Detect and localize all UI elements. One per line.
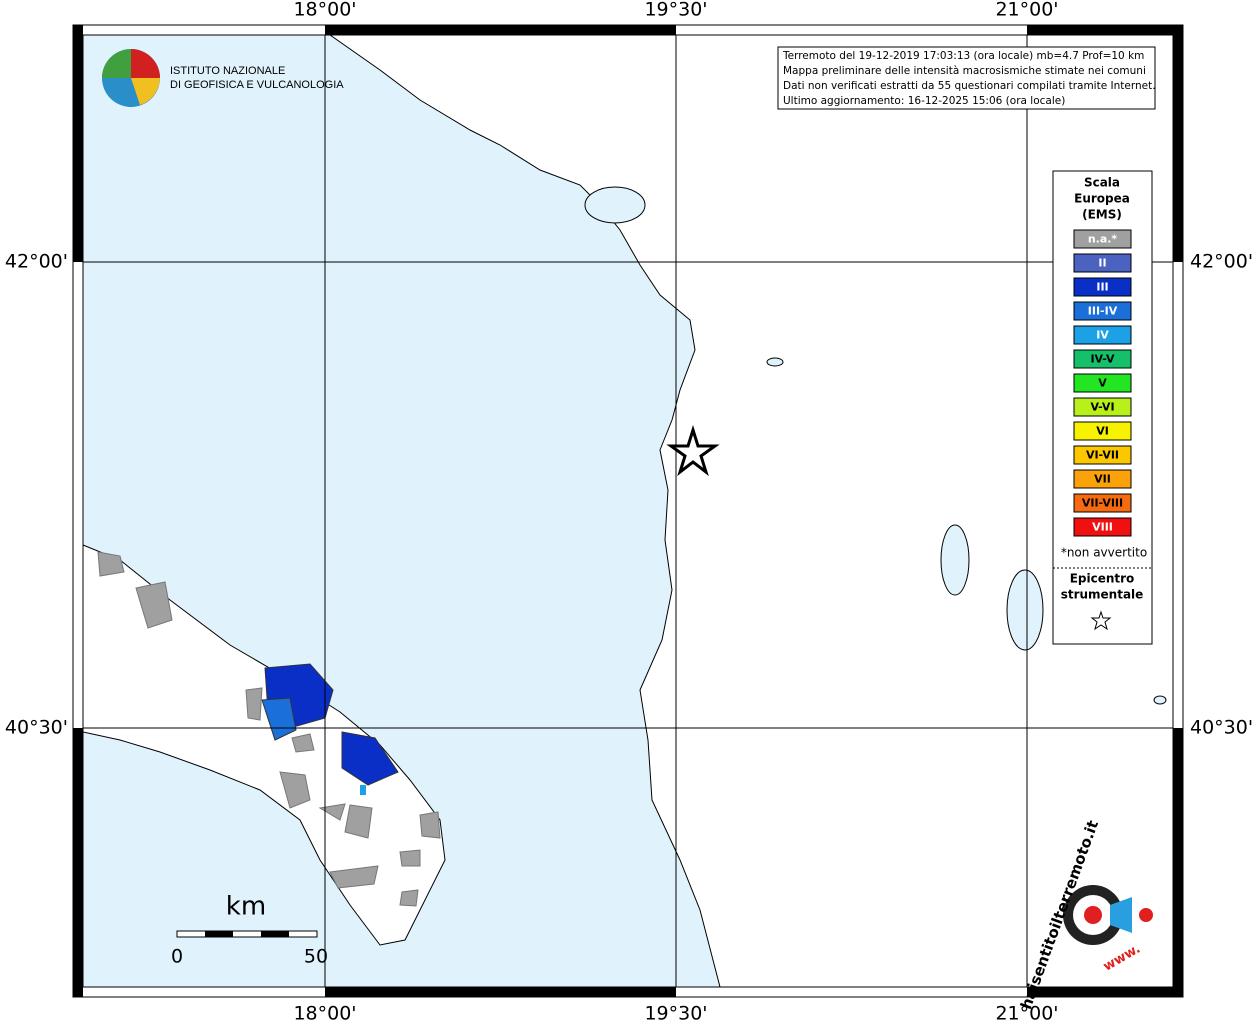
legend-label: II <box>1098 257 1106 270</box>
frame-segment <box>325 25 676 35</box>
frame-segment <box>73 35 83 262</box>
legend-label: III-IV <box>1088 305 1118 318</box>
legend-label: n.a.* <box>1088 233 1118 246</box>
legend-swatch <box>1073 349 1132 369</box>
legend: Scala Europea (EMS) *non avvertito Epice… <box>1052 170 1153 645</box>
scale-tick-label: 0 <box>171 946 183 968</box>
frame-corner <box>73 987 83 997</box>
legend-label: IV-V <box>1090 353 1115 366</box>
municipality <box>261 697 297 741</box>
scale-unit: km <box>226 892 266 922</box>
latitude-label: 42°00' <box>1190 251 1253 273</box>
legend-swatch <box>1073 421 1132 441</box>
scale-tick-label: 50 <box>304 946 328 968</box>
legend-title: (EMS) <box>1082 208 1122 222</box>
info-line: Mappa preliminare delle intensità macros… <box>783 65 1146 77</box>
municipality <box>360 785 366 795</box>
latitude-label: 42°00' <box>5 251 68 273</box>
frame-segment <box>1173 728 1183 987</box>
municipalities <box>97 551 441 907</box>
legend-swatch <box>1073 373 1132 393</box>
legend-label: VI <box>1096 425 1109 438</box>
info-box: Terremoto del 19-12-2019 17:03:13 (ora l… <box>777 46 1156 110</box>
info-line: Terremoto del 19-12-2019 17:03:13 (ora l… <box>782 50 1144 62</box>
scale-frame <box>176 930 318 938</box>
legend-epicenter: strumentale <box>1061 588 1144 602</box>
legend-label: VI-VII <box>1086 449 1119 462</box>
info-box-frame <box>777 46 1156 110</box>
legend-swatch <box>1073 493 1132 513</box>
legend-label: VIII <box>1092 521 1113 534</box>
legend-label: IV <box>1096 329 1109 342</box>
legend-swatch <box>1073 517 1132 537</box>
italy-heel <box>82 544 446 946</box>
municipality <box>341 731 399 786</box>
legend-swatch <box>1073 445 1132 465</box>
frame-segment <box>1027 25 1173 35</box>
latitude-label: 40°30' <box>1190 717 1253 739</box>
info-line: Dati non verificati estratti da 55 quest… <box>783 80 1156 92</box>
legend-swatch <box>1073 301 1132 321</box>
legend-label: V-VI <box>1090 401 1114 414</box>
latitude-label: 40°30' <box>5 717 68 739</box>
legend-swatch <box>1073 253 1132 273</box>
longitude-label: 18°00' <box>293 1003 356 1024</box>
legend-swatch <box>1073 469 1132 489</box>
info-line: Ultimo aggiornamento: 16-12-2025 15:06 (… <box>783 95 1065 107</box>
legend-label: VII-VIII <box>1082 497 1123 510</box>
legend-star <box>1090 610 1112 631</box>
frame-corner <box>1173 25 1183 35</box>
longitude-label: 18°00' <box>293 0 356 21</box>
frame <box>72 24 1184 998</box>
scale-segment <box>205 931 233 937</box>
legend-swatch <box>1073 397 1132 417</box>
legend-swatch <box>1073 229 1132 249</box>
legend-note: *non avvertito <box>1061 546 1147 560</box>
legend-swatch <box>1073 325 1132 345</box>
legend-label: III <box>1096 281 1108 294</box>
logo-text: ISTITUTO NAZIONALE <box>170 65 285 77</box>
longitude-label: 21°00' <box>995 1003 1058 1024</box>
municipality <box>97 551 441 907</box>
scale-bar: km 0 50 <box>171 892 328 968</box>
frame-segment <box>1173 35 1183 262</box>
logo-text: DI GEOFISICA E VULCANOLOGIA <box>170 79 344 91</box>
scale-segment <box>261 931 289 937</box>
legend-swatch <box>1073 277 1132 297</box>
frame-segment <box>325 987 676 997</box>
frame-corner <box>73 25 83 35</box>
legend-epicenter: Epicentro <box>1070 572 1135 586</box>
legend-label: V <box>1098 377 1107 390</box>
ingv-logo: ISTITUTO NAZIONALE DI GEOFISICA E VULCAN… <box>102 49 344 107</box>
frame-segment <box>1027 987 1173 997</box>
frame-corner <box>1173 987 1183 997</box>
frame-segment <box>73 728 83 987</box>
longitude-label: 19°30' <box>644 1003 707 1024</box>
longitude-label: 21°00' <box>995 0 1058 21</box>
legend-title: Scala <box>1084 176 1120 190</box>
epicenter-star <box>666 424 720 477</box>
longitude-label: 19°30' <box>644 0 707 21</box>
lakes <box>584 186 1167 705</box>
graticule: 18°00' 18°00' 19°30' 19°30' 21°00' 21°00' 42°0… <box>5 0 1253 1024</box>
legend-title: Europea <box>1074 192 1130 206</box>
legend-label: VII <box>1094 473 1111 486</box>
